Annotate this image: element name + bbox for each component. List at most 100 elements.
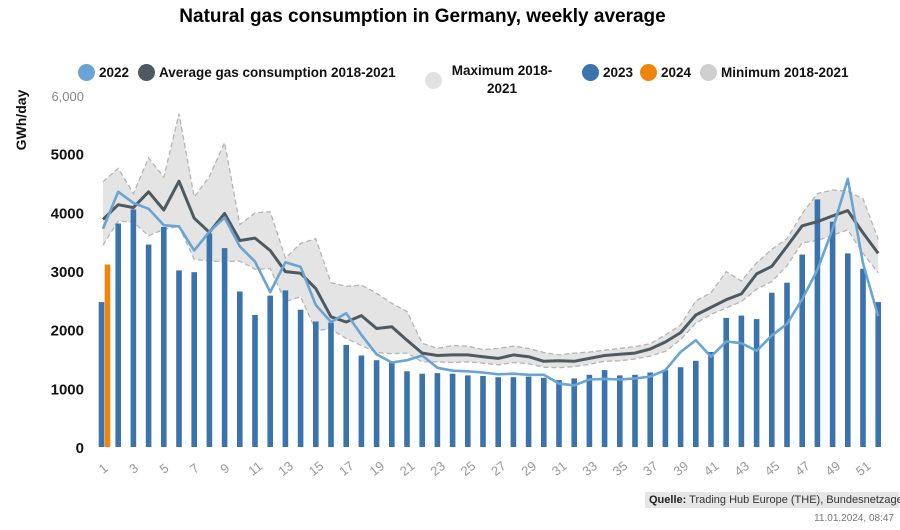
bar-2023 <box>343 344 349 447</box>
x-tick-label: 21 <box>397 458 418 479</box>
bar-2023 <box>419 373 425 447</box>
x-tick-label: 29 <box>519 458 540 479</box>
x-tick-label: 39 <box>671 458 692 479</box>
legend-label: 2023 <box>603 65 634 80</box>
y-tick-label: 5000 <box>51 147 84 164</box>
legend-swatch-minimum <box>700 64 717 81</box>
bar-2023 <box>647 372 653 447</box>
x-tick-label: 17 <box>336 458 357 479</box>
y-axis-ticks: 0 1000 2000 3000 4000 5000 6,000 <box>51 89 84 457</box>
bar-2023 <box>176 270 182 447</box>
bar-2023 <box>495 377 501 447</box>
bar-2023 <box>571 378 577 447</box>
x-tick-label: 51 <box>853 458 874 479</box>
bar-2023 <box>525 376 532 447</box>
y-tick-label: 0 <box>76 440 84 457</box>
legend-swatch-2024 <box>640 64 657 81</box>
bar-2023 <box>632 374 638 447</box>
bar-2023 <box>297 309 304 447</box>
band-min-line <box>102 220 879 369</box>
legend-label: Minimum 2018-2021 <box>721 65 849 80</box>
legend-swatch-average <box>138 64 155 81</box>
bar-2023 <box>282 290 289 447</box>
bar-2023 <box>389 361 395 447</box>
bar-2023 <box>465 375 471 447</box>
legend-item-2023: 2023 <box>582 64 633 81</box>
x-tick-label: 37 <box>640 458 661 479</box>
x-tick-label: 3 <box>126 460 141 476</box>
bar-2023 <box>404 371 410 447</box>
bar-2023 <box>708 352 714 447</box>
bar-2023 <box>130 209 137 447</box>
legend-swatch-2023 <box>582 64 599 81</box>
y-tick-label: 3000 <box>51 264 84 281</box>
bar-2023 <box>875 302 881 447</box>
bar-2023 <box>541 377 547 447</box>
legend-item-2022: 2022 <box>78 64 129 81</box>
bar-2024 <box>104 264 111 447</box>
bar-2023 <box>738 315 745 447</box>
x-tick-label: 23 <box>427 458 448 479</box>
x-tick-label: 15 <box>306 458 327 479</box>
bar-2023 <box>252 315 258 447</box>
x-tick-label: 1 <box>96 460 111 476</box>
x-tick-label: 35 <box>610 458 631 479</box>
legend-item-2024: 2024 <box>640 64 691 81</box>
chart-title: Natural gas consumption in Germany, week… <box>179 6 666 27</box>
x-tick-label: 31 <box>549 458 570 479</box>
line-average-2018-2021 <box>101 179 880 363</box>
x-tick-label: 7 <box>187 460 202 476</box>
bar-2023 <box>480 376 486 447</box>
bar-2023 <box>753 319 760 447</box>
bar-2023 <box>617 375 623 447</box>
x-tick-label: 19 <box>367 458 388 479</box>
bar-2023 <box>373 360 380 447</box>
legend-label: Average gas consumption 2018-2021 <box>159 65 396 80</box>
bar-2023 <box>449 373 456 447</box>
bar-2023 <box>161 227 167 447</box>
x-tick-label: 45 <box>762 458 783 479</box>
bar-2023 <box>98 302 105 447</box>
bar-2023 <box>237 291 243 447</box>
bar-2023 <box>662 370 669 447</box>
y-tick-label: 6,000 <box>51 89 84 104</box>
x-tick-label: 41 <box>701 458 722 479</box>
legend-item-minimum: Minimum 2018-2021 <box>700 64 849 81</box>
bar-2023 <box>313 321 319 447</box>
bar-2023 <box>860 268 866 447</box>
bar-2023 <box>328 322 334 447</box>
band-area <box>103 113 879 368</box>
bar-2023 <box>829 221 836 447</box>
min-max-band <box>102 113 879 369</box>
series-lines <box>101 177 880 387</box>
bar-2023 <box>814 199 821 447</box>
bar-2023 <box>267 295 273 447</box>
x-tick-label: 9 <box>217 460 232 476</box>
x-tick-label: 47 <box>792 458 813 479</box>
x-axis-ticks: 1 3 5 7 9 11 13 15 17 19 21 23 25 27 29 31 33 35 37 39 41 43 4… <box>96 458 874 479</box>
source-note: Quelle: Trading Hub Europe (THE), Bundes… <box>645 492 900 508</box>
bar-2023 <box>677 367 684 447</box>
x-tick-label: 13 <box>275 458 296 479</box>
legend-label: 2024 <box>661 65 692 80</box>
bar-2023 <box>206 233 213 447</box>
bar-2023 <box>784 282 790 447</box>
line-2022 <box>101 177 880 387</box>
bar-2023 <box>845 253 851 447</box>
legend-item-average: Average gas consumption 2018-2021 <box>138 64 396 81</box>
x-tick-label: 49 <box>823 458 844 479</box>
x-tick-label: 27 <box>488 458 509 479</box>
source-text: Trading Hub Europe (THE), Bundesnetzagen… <box>686 494 900 506</box>
x-tick-label: 33 <box>579 458 600 479</box>
legend-label: 2022 <box>99 65 130 80</box>
y-tick-label: 2000 <box>51 323 84 340</box>
x-tick-label: 5 <box>157 460 172 476</box>
bars <box>98 199 881 447</box>
bar-2023 <box>769 292 775 447</box>
source-prefix: Quelle: <box>649 494 687 506</box>
legend-item-maximum: Maximum 2018-2021 <box>425 62 558 98</box>
bar-2023 <box>145 244 152 447</box>
x-tick-label: 11 <box>245 458 265 478</box>
legend-swatch-maximum <box>425 71 442 89</box>
bar-2023 <box>693 360 699 447</box>
